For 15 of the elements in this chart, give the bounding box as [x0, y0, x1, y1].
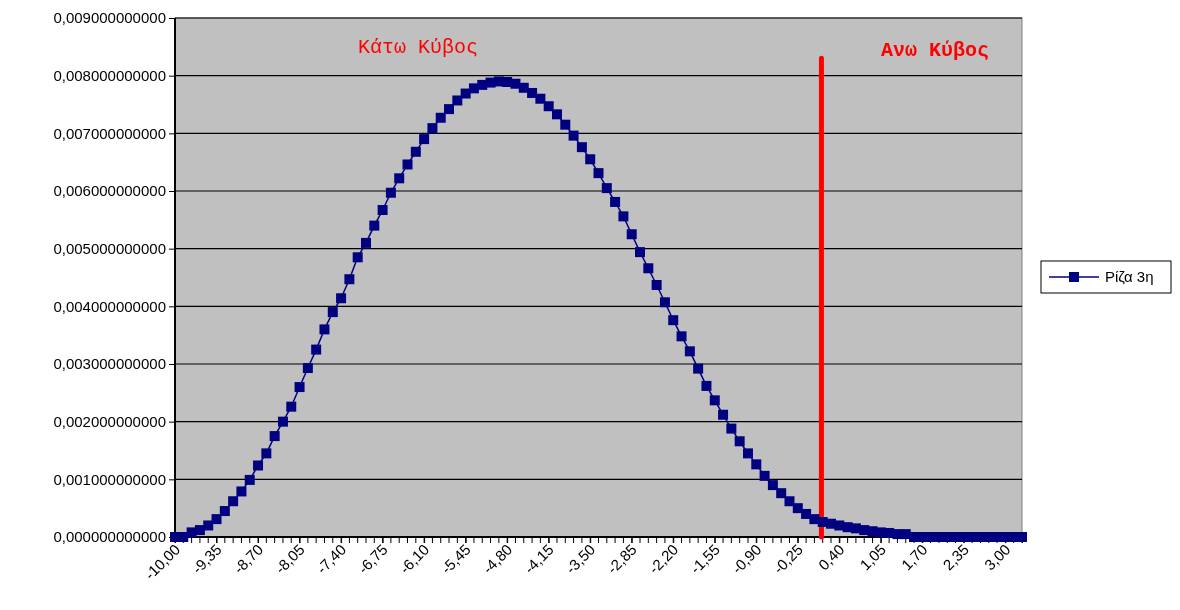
- annotation: Ανω Κύβος: [880, 39, 990, 62]
- y-tick-label: 0,008000000000: [53, 66, 166, 84]
- y-tick-label: 0,009000000000: [53, 9, 166, 27]
- y-tick-label: 0,002000000000: [53, 412, 166, 430]
- y-tick-label: 0,000000000000: [53, 528, 166, 546]
- annotation: Κάτω Κύβος: [357, 36, 479, 59]
- y-tick-label: 0,001000000000: [53, 470, 166, 488]
- x-tick-label: 0,40: [814, 540, 848, 574]
- x-tick-label: 3,00: [980, 540, 1014, 574]
- y-tick-label: 0,003000000000: [53, 355, 166, 373]
- y-tick-label: 0,005000000000: [53, 239, 166, 257]
- y-tick-label: 0,007000000000: [53, 124, 166, 142]
- legend-label: Ρίζα 3η: [1105, 268, 1154, 285]
- y-tick-label: 0,004000000000: [53, 297, 166, 315]
- y-tick-label: 0,006000000000: [53, 182, 166, 200]
